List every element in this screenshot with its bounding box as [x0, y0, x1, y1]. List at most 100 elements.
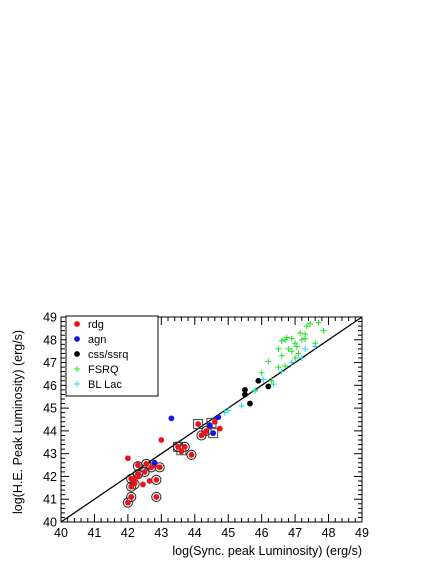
series-fsrq [251, 319, 327, 395]
point-ring [126, 491, 137, 503]
series-rdg [122, 417, 223, 508]
y-tick-label: 46 [43, 379, 57, 393]
point-css-ssrq [265, 383, 272, 390]
x-tick-labels: 40 41 42 43 44 45 46 47 48 49 [54, 526, 369, 540]
legend-marker [74, 351, 80, 357]
series-bl-lac [221, 343, 319, 416]
point-fsrq [288, 348, 295, 355]
axis-ticks [60, 316, 363, 523]
point-rdg [153, 494, 160, 500]
point-bl-lac [298, 355, 305, 361]
series-agn [151, 414, 222, 466]
point-fsrq [320, 327, 327, 334]
point-rdg [156, 464, 163, 471]
point-fsrq [258, 369, 265, 376]
point-fsrq [307, 320, 314, 327]
point-bl-lac [251, 386, 258, 393]
point-rdg [148, 464, 155, 471]
legend-label: BL Lac [88, 379, 122, 391]
point-bl-lac [270, 381, 277, 388]
y-tick-label: 41 [43, 493, 57, 507]
point-box [176, 445, 187, 456]
legend: rdg agn css/ssrq FSRQ BL Lac [65, 315, 159, 397]
point-ring [186, 449, 197, 460]
point-rdg [188, 451, 195, 458]
y-tick-label: 48 [43, 333, 57, 347]
point-fsrq [282, 362, 289, 369]
point-ring [126, 481, 137, 492]
x-tick-label: 44 [188, 526, 202, 540]
point-rdg [216, 425, 223, 432]
x-tick-label: 48 [322, 526, 336, 540]
y-tick-label: 47 [43, 356, 57, 370]
point-rdg [178, 448, 185, 455]
legend-box [65, 315, 159, 397]
point-fsrq [275, 345, 282, 352]
point-css-ssrq [255, 377, 262, 384]
point-rdg [153, 476, 160, 483]
point-fsrq [278, 337, 285, 344]
y-tick-label: 44 [43, 424, 57, 438]
point-fsrq [298, 336, 305, 343]
y-tick-label: 42 [43, 470, 57, 484]
y-tick-label: 45 [43, 402, 57, 416]
x-tick-label: 43 [154, 526, 168, 540]
x-tick-label: 45 [221, 526, 235, 540]
y-axis-title: log(H.E. Peak Luminosity) (erg/s) [11, 330, 25, 514]
point-bl-lac [238, 402, 245, 409]
point-bl-lac [278, 368, 285, 375]
point-fsrq [278, 352, 285, 359]
point-rdg [158, 437, 165, 443]
point-ring [141, 458, 152, 470]
point-bl-lac [225, 407, 232, 414]
point-rdg [135, 473, 141, 480]
point-fsrq [297, 329, 304, 336]
legend-label: rdg [88, 319, 104, 331]
reference-line [60, 316, 363, 523]
x-axis-title: log(Sync. peak Luminosity) (erg/s) [172, 544, 362, 558]
point-rdg [175, 443, 181, 450]
point-bl-lac [221, 409, 228, 416]
point-fsrq [292, 340, 299, 347]
y-tick-label: 49 [43, 311, 57, 325]
point-fsrq [303, 323, 310, 330]
point-fsrq [285, 345, 292, 352]
point-fsrq [292, 355, 299, 361]
series-css-ssrq [242, 377, 272, 407]
point-rdg [140, 481, 146, 488]
point-rdg [135, 462, 141, 468]
point-agn [151, 459, 158, 466]
x-tick-label: 40 [54, 526, 68, 540]
legend-marker [74, 321, 80, 327]
x-tick-label: 49 [355, 526, 369, 540]
point-rdg [146, 478, 153, 484]
point-fsrq [265, 358, 272, 365]
point-css-ssrq [242, 386, 248, 393]
point-rdg [181, 443, 188, 450]
point-agn [206, 422, 213, 429]
point-fsrq [283, 334, 290, 341]
x-tick-label: 46 [255, 526, 269, 540]
point-rdg [124, 499, 131, 506]
point-rdg [141, 468, 148, 475]
point-bl-lac [312, 343, 319, 350]
legend-marker [74, 366, 80, 372]
point-rdg [211, 418, 218, 425]
legend-label: FSRQ [88, 364, 119, 376]
point-fsrq [268, 377, 275, 384]
point-fsrq [302, 331, 309, 338]
point-fsrq [275, 364, 282, 371]
data-markers [122, 319, 327, 508]
point-rdg [201, 430, 208, 437]
point-bl-lac [302, 345, 309, 352]
point-box [208, 428, 219, 439]
point-fsrq [288, 335, 295, 342]
point-fsrq [295, 350, 302, 357]
y-tick-labels: 40 41 42 43 44 45 46 47 48 49 [43, 311, 57, 530]
point-fsrq [315, 319, 322, 326]
point-rdg [128, 483, 135, 490]
point-agn [168, 415, 175, 422]
point-css-ssrq [247, 400, 253, 407]
point-box [193, 419, 204, 430]
